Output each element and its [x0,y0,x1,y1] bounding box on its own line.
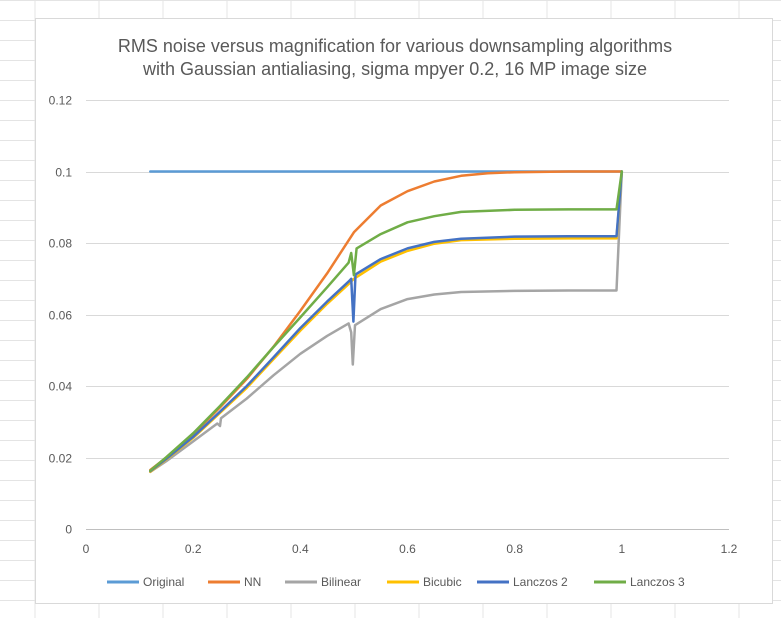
x-tick-label: 0.8 [506,542,523,556]
legend-label-original: Original [143,575,184,589]
y-tick-label: 0.02 [49,452,73,466]
y-tick-label: 0.04 [49,380,73,394]
legend-label-bicubic: Bicubic [423,575,462,589]
series-line-bilinear [149,170,624,474]
x-tick-label: 0.2 [185,542,202,556]
series-lines [149,170,624,474]
x-axis-ticks: 0 0.2 0.4 0.6 0.8 1 1.2 [83,542,738,556]
legend-label-lanczos-3: Lanczos 3 [630,575,685,589]
x-tick-label: 0.4 [292,542,309,556]
chart-title-line-2: with Gaussian antialiasing, sigma mpyer … [142,59,647,79]
chart-title-line-1: RMS noise versus magnification for vario… [118,36,672,56]
y-tick-label: 0.12 [49,94,73,108]
chart-area[interactable] [35,18,773,604]
legend: Original NN Bilinear Bicubic Lanczos 2 Lanczo… [107,575,685,589]
y-axis-ticks: 0 0.02 0.04 0.06 0.08 0.1 0.12 [49,94,73,537]
x-tick-label: 0.6 [399,542,416,556]
plot-gridlines [86,100,729,530]
series-line-lanczos-3 [149,170,624,472]
series-line-lanczos-2 [149,170,624,473]
y-tick-label: 0.06 [49,309,73,323]
x-tick-label: 1 [618,542,625,556]
x-tick-label: 0 [83,542,90,556]
y-tick-label: 0.08 [49,237,73,251]
series-line-bicubic [149,170,624,474]
legend-label-nn: NN [244,575,261,589]
legend-label-bilinear: Bilinear [321,575,361,589]
x-tick-label: 1.2 [721,542,738,556]
y-tick-label: 0 [65,523,72,537]
y-tick-label: 0.1 [55,166,72,180]
legend-label-lanczos-2: Lanczos 2 [513,575,568,589]
